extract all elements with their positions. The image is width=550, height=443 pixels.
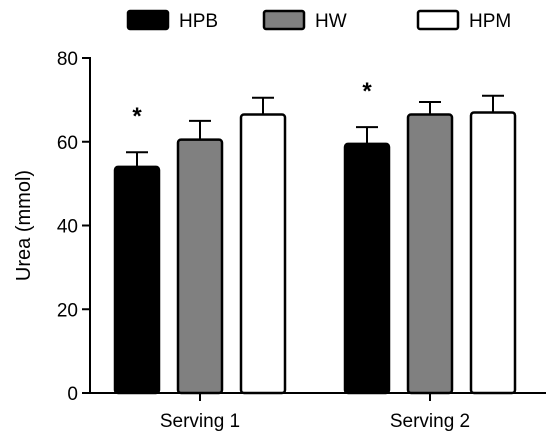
legend-label-HPB: HPB [179, 11, 218, 32]
y-tick-label-0: 0 [67, 384, 78, 405]
bar-HPM-1 [469, 111, 517, 395]
bar-HW-1 [406, 113, 454, 395]
x-tick-label-1: Serving 2 [390, 411, 470, 432]
bar-HW-0 [176, 138, 224, 395]
legend: HPB HW HPM [126, 9, 511, 32]
legend-label-HPM: HPM [469, 11, 511, 32]
bar-HPB-0 [113, 165, 161, 395]
y-tick-label-20: 20 [57, 300, 78, 321]
legend-swatch-HPB [126, 9, 170, 31]
labels: 0 20 40 60 80 Urea (mmol) Serving 1 Serving 2 * * [13, 49, 470, 432]
legend-swatch-HW [262, 9, 306, 31]
y-tick-label-80: 80 [57, 49, 78, 70]
significance-marker-0: * [132, 103, 142, 130]
bar-HPB-1 [343, 142, 391, 395]
axes [82, 57, 546, 401]
y-tick-label-60: 60 [57, 133, 78, 154]
bar-HPM-0 [239, 113, 287, 395]
significance-marker-1: * [362, 78, 372, 105]
legend-label-HW: HW [315, 11, 347, 32]
y-axis-label: Urea (mmol) [13, 170, 35, 281]
legend-swatch-HPM [416, 9, 460, 31]
bars [113, 94, 517, 395]
x-tick-label-0: Serving 1 [160, 411, 240, 432]
y-tick-label-40: 40 [57, 217, 78, 238]
